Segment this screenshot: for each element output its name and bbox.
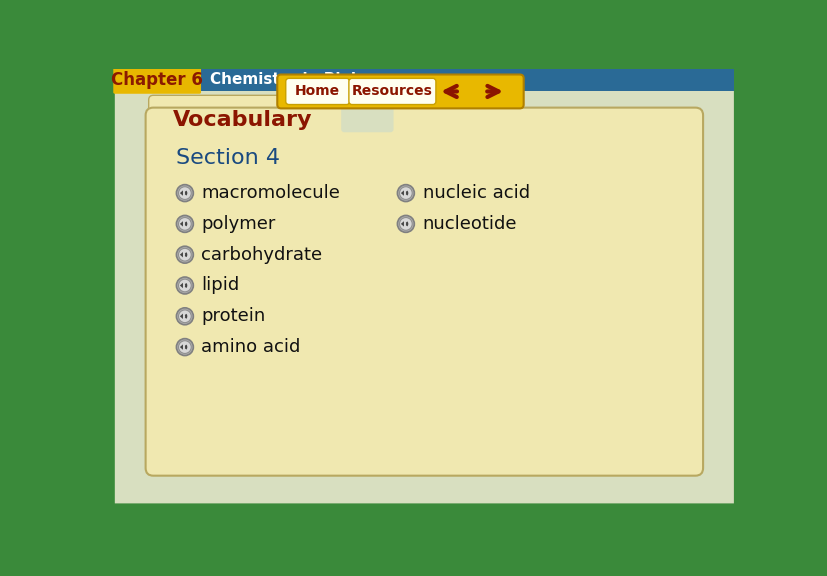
Circle shape [176,308,194,325]
Bar [115,69,733,90]
Text: nucleotide: nucleotide [423,215,517,233]
Circle shape [399,187,412,199]
Circle shape [397,215,414,232]
Text: polymer: polymer [201,215,275,233]
Text: Chemistry in Biology: Chemistry in Biology [209,73,386,88]
Text: protein: protein [201,307,265,325]
Polygon shape [179,313,183,319]
FancyBboxPatch shape [149,95,348,134]
Circle shape [176,185,194,202]
Circle shape [399,218,412,230]
Circle shape [179,310,191,323]
Circle shape [397,185,414,202]
Text: Vocabulary: Vocabulary [173,110,313,130]
Circle shape [176,246,194,263]
Text: amino acid: amino acid [201,338,300,356]
FancyBboxPatch shape [277,74,523,108]
Text: nucleic acid: nucleic acid [423,184,529,202]
Text: macromolecule: macromolecule [201,184,340,202]
Text: carbohydrate: carbohydrate [201,246,322,264]
Polygon shape [179,191,183,196]
FancyBboxPatch shape [341,104,393,132]
Polygon shape [179,252,183,257]
FancyBboxPatch shape [113,67,201,94]
Circle shape [176,277,194,294]
Polygon shape [179,344,183,350]
Text: Chapter 6: Chapter 6 [111,71,203,89]
Circle shape [179,279,191,292]
Circle shape [176,339,194,355]
Text: lipid: lipid [201,276,239,294]
Circle shape [179,341,191,354]
Polygon shape [179,283,183,288]
FancyBboxPatch shape [348,78,435,104]
Text: Resources: Resources [351,85,432,98]
Text: Home: Home [294,85,339,98]
Circle shape [179,248,191,261]
Circle shape [179,218,191,230]
Text: Section 4: Section 4 [176,149,280,168]
FancyBboxPatch shape [115,78,733,503]
FancyBboxPatch shape [146,108,702,476]
Polygon shape [400,191,404,196]
Polygon shape [179,221,183,226]
Circle shape [176,215,194,232]
Polygon shape [400,221,404,226]
FancyBboxPatch shape [285,78,349,104]
Circle shape [179,187,191,199]
